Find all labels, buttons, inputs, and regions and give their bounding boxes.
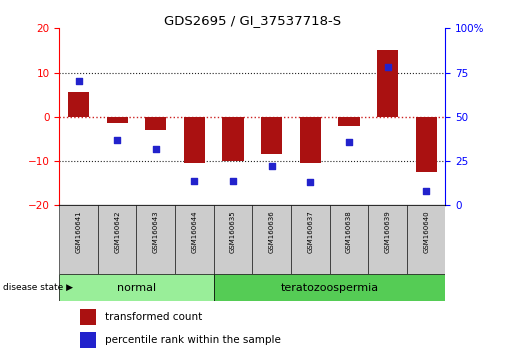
Text: transformed count: transformed count [106,312,203,322]
Bar [252,205,291,274]
Bar [175,205,214,274]
Point [190,178,198,183]
Point [422,188,431,194]
Text: GSM160640: GSM160640 [423,210,429,253]
Text: normal: normal [117,282,156,293]
Text: GSM160643: GSM160643 [153,210,159,253]
Bar [107,117,128,124]
Text: GSM160644: GSM160644 [192,210,197,253]
Bar [214,274,445,301]
Text: GSM160635: GSM160635 [230,210,236,253]
Bar [330,205,368,274]
Bar [368,205,407,274]
Text: GSM160641: GSM160641 [76,210,81,253]
Text: GSM160637: GSM160637 [307,210,313,253]
Point [113,137,122,143]
Bar [80,309,96,325]
Bar [136,205,175,274]
Text: teratozoospermia: teratozoospermia [281,282,379,293]
Bar [80,332,96,348]
Point [268,164,276,169]
Bar [222,117,244,161]
Bar [377,51,398,117]
Bar [214,205,252,274]
Bar [184,117,205,163]
Title: GDS2695 / GI_37537718-S: GDS2695 / GI_37537718-S [164,14,341,27]
Point [383,64,392,70]
Bar [416,117,437,172]
Bar [68,92,89,117]
Bar [291,205,330,274]
Text: GSM160638: GSM160638 [346,210,352,253]
Bar [59,205,98,274]
Point [229,178,237,183]
Bar [59,274,214,301]
Bar [338,117,359,126]
Text: percentile rank within the sample: percentile rank within the sample [106,335,281,346]
Text: GSM160642: GSM160642 [114,210,120,253]
Bar [98,205,136,274]
Text: GSM160639: GSM160639 [385,210,390,253]
Point [306,179,314,185]
Bar [407,205,445,274]
Bar [300,117,321,163]
Point [74,79,82,84]
Text: disease state ▶: disease state ▶ [3,283,73,292]
Text: GSM160636: GSM160636 [269,210,274,253]
Point [345,139,353,144]
Bar [261,117,282,154]
Point [151,146,160,152]
Bar [145,117,166,130]
